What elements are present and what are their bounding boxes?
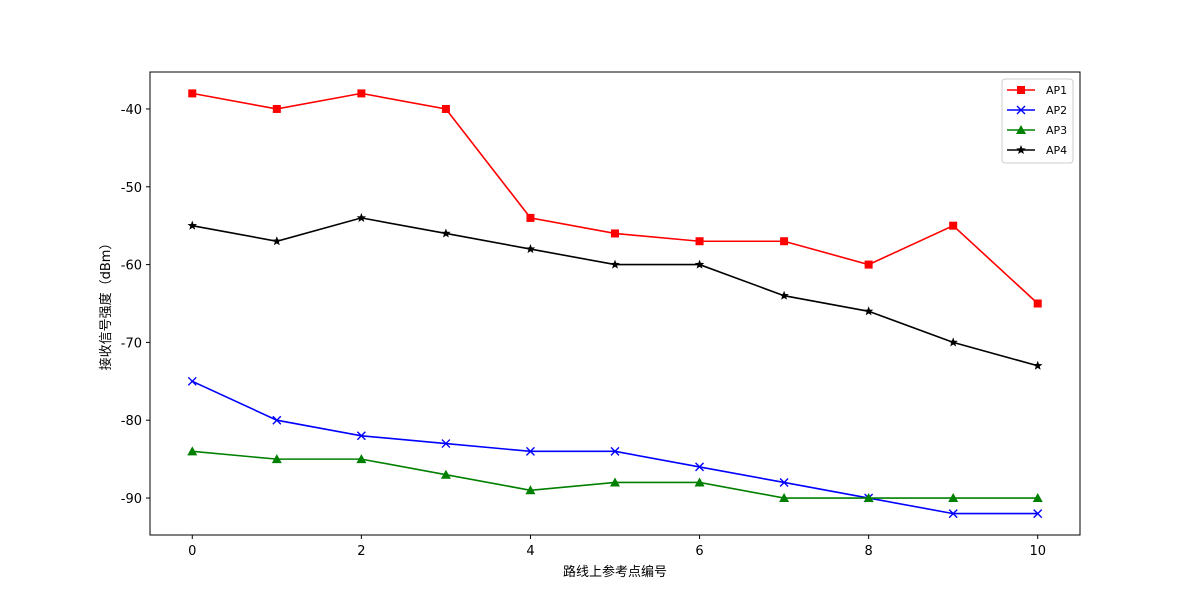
x-tick-label: 6 <box>695 544 703 559</box>
data-point-ap3 <box>863 493 874 503</box>
legend-label-ap2: AP2 <box>1046 104 1067 117</box>
data-point-ap3 <box>187 446 198 456</box>
legend-label-ap3: AP3 <box>1046 124 1067 137</box>
data-point-ap2 <box>610 446 620 456</box>
data-point-ap1 <box>188 89 197 98</box>
data-point-ap3 <box>271 454 282 464</box>
data-point-ap4 <box>441 228 451 238</box>
data-point-ap4 <box>272 236 282 246</box>
series-ap3 <box>187 446 1043 503</box>
data-point-ap1 <box>949 221 958 230</box>
data-point-ap4 <box>525 244 536 254</box>
series-layer <box>187 89 1043 519</box>
legend-box <box>1001 78 1074 164</box>
data-point-ap1 <box>611 229 619 238</box>
legend-marker-ap1 <box>1017 86 1025 94</box>
legend-marker-ap3 <box>1016 125 1026 134</box>
legend-label-ap4: AP4 <box>1046 144 1067 157</box>
data-point-ap2 <box>356 431 366 441</box>
data-point-ap3 <box>948 493 959 503</box>
y-tick-label: -50 <box>121 181 142 196</box>
data-point-ap3 <box>440 469 451 479</box>
data-point-ap2 <box>1033 509 1043 519</box>
ticks-layer: 0 2 4 6 8 10 -90 -80 -70 -60 -50 -40 <box>121 103 1046 559</box>
data-point-ap2 <box>441 439 451 449</box>
data-point-ap3 <box>356 454 367 464</box>
y-axis-label: 接收信号强度（dBm） <box>98 237 114 371</box>
y-tick-label: -70 <box>121 336 142 351</box>
y-tick-label: -40 <box>121 103 142 118</box>
x-tick-label: 8 <box>864 544 872 559</box>
x-axis-label: 路线上参考点编号 <box>563 564 667 580</box>
series-ap2 <box>187 376 1043 519</box>
y-tick-label: -90 <box>121 492 142 507</box>
data-point-ap4 <box>187 220 198 230</box>
legend-marker-ap4 <box>1016 145 1026 155</box>
data-point-ap3 <box>1032 493 1043 503</box>
data-point-ap4 <box>1032 360 1043 370</box>
data-point-ap1 <box>357 89 366 98</box>
legend-label-ap1: AP1 <box>1046 84 1067 97</box>
data-point-ap1 <box>1033 299 1042 308</box>
data-point-ap2 <box>695 462 705 472</box>
series-ap4 <box>187 212 1043 370</box>
data-point-ap3 <box>525 485 536 495</box>
data-point-ap3 <box>779 493 790 503</box>
data-point-ap1 <box>441 104 450 113</box>
data-point-ap3 <box>610 477 620 487</box>
plot-frame <box>149 71 1081 536</box>
series-ap1 <box>188 89 1042 308</box>
y-tick-label: -60 <box>121 259 142 274</box>
x-tick-label: 4 <box>526 544 534 559</box>
data-point-ap2 <box>525 446 535 456</box>
data-point-ap2 <box>187 376 197 386</box>
x-tick-label: 10 <box>1029 544 1046 559</box>
data-point-ap1 <box>272 104 281 113</box>
data-point-ap2 <box>779 477 789 487</box>
data-point-ap1 <box>864 260 873 269</box>
data-point-ap2 <box>948 509 958 519</box>
data-point-ap3 <box>694 477 705 487</box>
legend-marker-ap2 <box>1016 105 1026 115</box>
data-point-ap4 <box>694 259 705 269</box>
data-point-ap1 <box>780 237 789 246</box>
data-point-ap1 <box>526 213 535 222</box>
data-point-ap4 <box>863 306 874 316</box>
data-point-ap4 <box>610 259 620 269</box>
data-point-ap2 <box>272 415 282 425</box>
data-point-ap4 <box>779 290 789 300</box>
x-tick-label: 2 <box>357 544 365 559</box>
data-point-ap4 <box>948 337 958 347</box>
data-point-ap4 <box>356 212 367 222</box>
x-tick-label: 0 <box>188 544 196 559</box>
y-tick-label: -80 <box>121 414 142 429</box>
data-point-ap1 <box>695 237 704 246</box>
legend: AP1 AP2 AP3 AP4 <box>1001 78 1074 164</box>
